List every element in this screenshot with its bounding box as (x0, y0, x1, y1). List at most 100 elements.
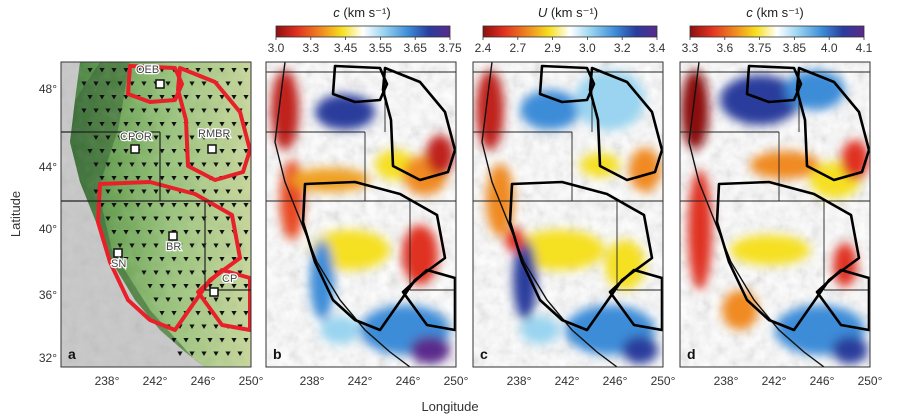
station-marker (243, 230, 249, 235)
station-marker (141, 162, 147, 167)
study-sites (113, 79, 219, 297)
cp-outline (196, 268, 251, 332)
station-marker (183, 257, 189, 262)
station-marker (105, 135, 111, 140)
colorbar-c: U (km s⁻¹) 2.4 2.7 2.9 3.0 3.2 3.4 (475, 5, 666, 55)
station-marker (141, 270, 147, 275)
station-marker (189, 297, 195, 302)
station-marker (231, 68, 237, 73)
station-marker (243, 149, 249, 154)
station-marker (219, 203, 225, 208)
station-marker (87, 95, 93, 100)
station-marker (105, 162, 111, 167)
colorbar-tick-label: 3.6 (716, 41, 733, 55)
lon-tick-label: 246° (810, 374, 835, 388)
station-marker (111, 230, 117, 235)
panel-a-frame (60, 61, 252, 368)
station-marker (159, 284, 165, 289)
station-marker (177, 351, 183, 356)
station-marker (153, 135, 159, 140)
station-marker (159, 257, 165, 262)
province-outline (301, 180, 447, 332)
station-marker (213, 189, 219, 194)
colorbar-tick-label: 4.1 (856, 41, 873, 55)
station-marker (153, 189, 159, 194)
station-marker (171, 284, 177, 289)
station-marker (219, 149, 225, 154)
province-outline (381, 66, 456, 182)
panel-frame (265, 61, 457, 368)
station-marker (243, 284, 249, 289)
station-marker (201, 135, 207, 140)
station-marker (237, 162, 243, 167)
province-outline (608, 268, 663, 332)
station-marker (243, 95, 249, 100)
region-label-oeb: OEB (136, 64, 159, 76)
station-marker (147, 149, 153, 154)
colorbar-c-gradient (482, 25, 658, 38)
station-marker (93, 189, 99, 194)
station-marker (87, 149, 93, 154)
station-marker (135, 122, 141, 127)
station-marker (105, 216, 111, 221)
lon-tick-label: 238° (714, 374, 739, 388)
colorbar-tick-label: 3.4 (649, 41, 666, 55)
panel-letter-c: c (480, 346, 488, 362)
station-marker (87, 122, 93, 127)
station-marker (159, 122, 165, 127)
colorbar-b-title: c (km s⁻¹) (333, 5, 390, 20)
station-marker (237, 135, 243, 140)
lat-tick-label: 40° (39, 222, 57, 236)
colorbar-tick-label: 4.0 (821, 41, 838, 55)
station-marker (93, 135, 99, 140)
station-marker (147, 68, 153, 73)
station-marker (219, 311, 225, 316)
station-marker (243, 338, 249, 343)
region-label-br: BR (166, 241, 181, 253)
station-marker (201, 108, 207, 113)
map-overlays (265, 61, 871, 368)
station-marker (195, 122, 201, 127)
station-marker (135, 257, 141, 262)
station-marker (237, 351, 243, 356)
colorbar-tick-label: 3.0 (579, 41, 596, 55)
station-marker (195, 68, 201, 73)
station-marker (237, 81, 243, 86)
station-marker (237, 189, 243, 194)
station-marker (237, 216, 243, 221)
station-marker (213, 297, 219, 302)
colorbar-tick-label: 3.2 (614, 41, 631, 55)
station-marker (141, 135, 147, 140)
colorbar-tick-label: 3.85 (783, 41, 807, 55)
station-marker (147, 122, 153, 127)
station-marker (177, 270, 183, 275)
station-marker (93, 81, 99, 86)
station-marker (129, 108, 135, 113)
province-outline (745, 64, 803, 104)
province-outline (508, 180, 654, 332)
colorbar-tick-label: 3.0 (268, 41, 285, 55)
province-outline (588, 66, 663, 182)
station-marker (153, 243, 159, 248)
station-marker (159, 95, 165, 100)
station-marker (231, 257, 237, 262)
station-marker (111, 176, 117, 181)
station-marker (237, 270, 243, 275)
station-marker (231, 203, 237, 208)
station-marker (105, 81, 111, 86)
station-marker (243, 68, 249, 73)
station-marker (219, 230, 225, 235)
station-marker (93, 108, 99, 113)
colorbar-tick-label: 3.45 (334, 41, 358, 55)
colorbar-b: c (km s⁻¹) 3.0 3.3 3.45 3.55 3.65 3.75 (268, 5, 462, 55)
station-marker (141, 189, 147, 194)
station-marker (219, 122, 225, 127)
station-marker (159, 176, 165, 181)
station-marker (147, 230, 153, 235)
lat-tick-label: 32° (39, 351, 57, 365)
station-marker (171, 149, 177, 154)
lon-tick-label: 238° (507, 374, 532, 388)
region-label-rmbr: RMBR (198, 128, 230, 140)
station-marker (123, 230, 129, 235)
